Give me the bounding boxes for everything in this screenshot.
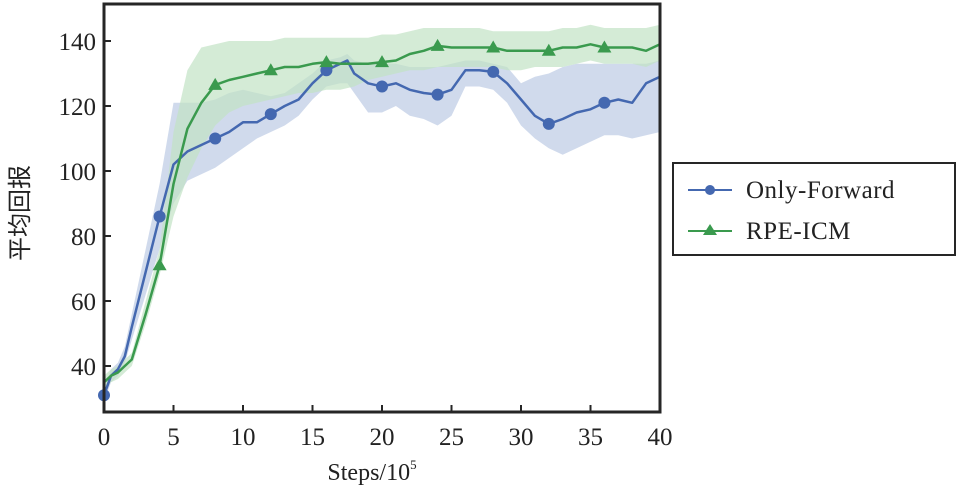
legend: Only-Forward RPE-ICM: [672, 162, 956, 256]
y-tick-label: 100: [59, 159, 97, 186]
point-rpe-icm: [375, 55, 389, 68]
point-rpe-icm: [541, 43, 556, 56]
series-markers: [98, 38, 612, 402]
point-only-forward: [487, 65, 500, 78]
x-tick-label: 15: [300, 424, 325, 451]
y-tick-label: 60: [71, 289, 96, 316]
confidence-bands: [104, 24, 660, 402]
legend-label-rpe-icm: RPE-ICM: [746, 218, 851, 245]
line-rpe-icm: [103, 43, 661, 384]
point-only-forward: [153, 210, 166, 223]
line-only-forward: [102, 59, 661, 396]
point-only-forward: [542, 117, 555, 130]
point-only-forward: [431, 88, 444, 101]
point-rpe-icm: [319, 55, 334, 68]
legend-marker-circle-icon: [705, 185, 715, 195]
point-rpe-icm: [597, 40, 612, 53]
x-tick-label: 20: [370, 424, 395, 451]
legend-item-only-forward: Only-Forward: [688, 177, 895, 204]
y-axis-label: 平均回报: [7, 165, 34, 261]
point-only-forward: [209, 132, 222, 145]
band-only-forward: [104, 54, 660, 402]
legend-label-only-forward: Only-Forward: [746, 177, 895, 204]
band-rpe-icm: [104, 24, 660, 389]
x-tick-label: 25: [439, 424, 464, 451]
y-tick-label: 80: [71, 224, 96, 251]
point-only-forward: [598, 96, 611, 109]
y-tick-label: 140: [59, 29, 97, 56]
legend-item-rpe-icm: RPE-ICM: [688, 218, 851, 245]
x-tick-label: 5: [167, 424, 180, 451]
x-axis-label-base: Steps/10: [327, 460, 410, 486]
series-lines: [102, 43, 661, 396]
x-tick-label: 10: [231, 424, 256, 451]
x-axis-label: Steps/105: [327, 457, 416, 486]
x-tick-label: 35: [578, 424, 603, 451]
point-only-forward: [376, 80, 388, 93]
point-only-forward: [320, 64, 333, 77]
y-tick-label: 40: [71, 354, 96, 381]
point-rpe-icm: [208, 77, 223, 90]
x-axis-ticks: 0 5 10 15 20 25 30 35 40: [98, 405, 673, 451]
point-rpe-icm: [486, 40, 501, 53]
x-tick-label: 30: [509, 424, 534, 451]
point-rpe-icm: [430, 38, 445, 51]
x-tick-label: 40: [648, 424, 673, 451]
x-axis-label-exponent: 5: [410, 457, 417, 472]
legend-frame: [672, 162, 956, 256]
x-tick-label: 0: [98, 424, 111, 451]
point-only-forward: [264, 108, 277, 121]
legend-marker-triangle-icon: [703, 224, 717, 235]
y-tick-label: 120: [59, 94, 97, 121]
point-rpe-icm: [263, 63, 278, 76]
point-rpe-icm: [152, 258, 167, 271]
y-axis-ticks: 40 60 80 100 120 140: [59, 29, 111, 381]
